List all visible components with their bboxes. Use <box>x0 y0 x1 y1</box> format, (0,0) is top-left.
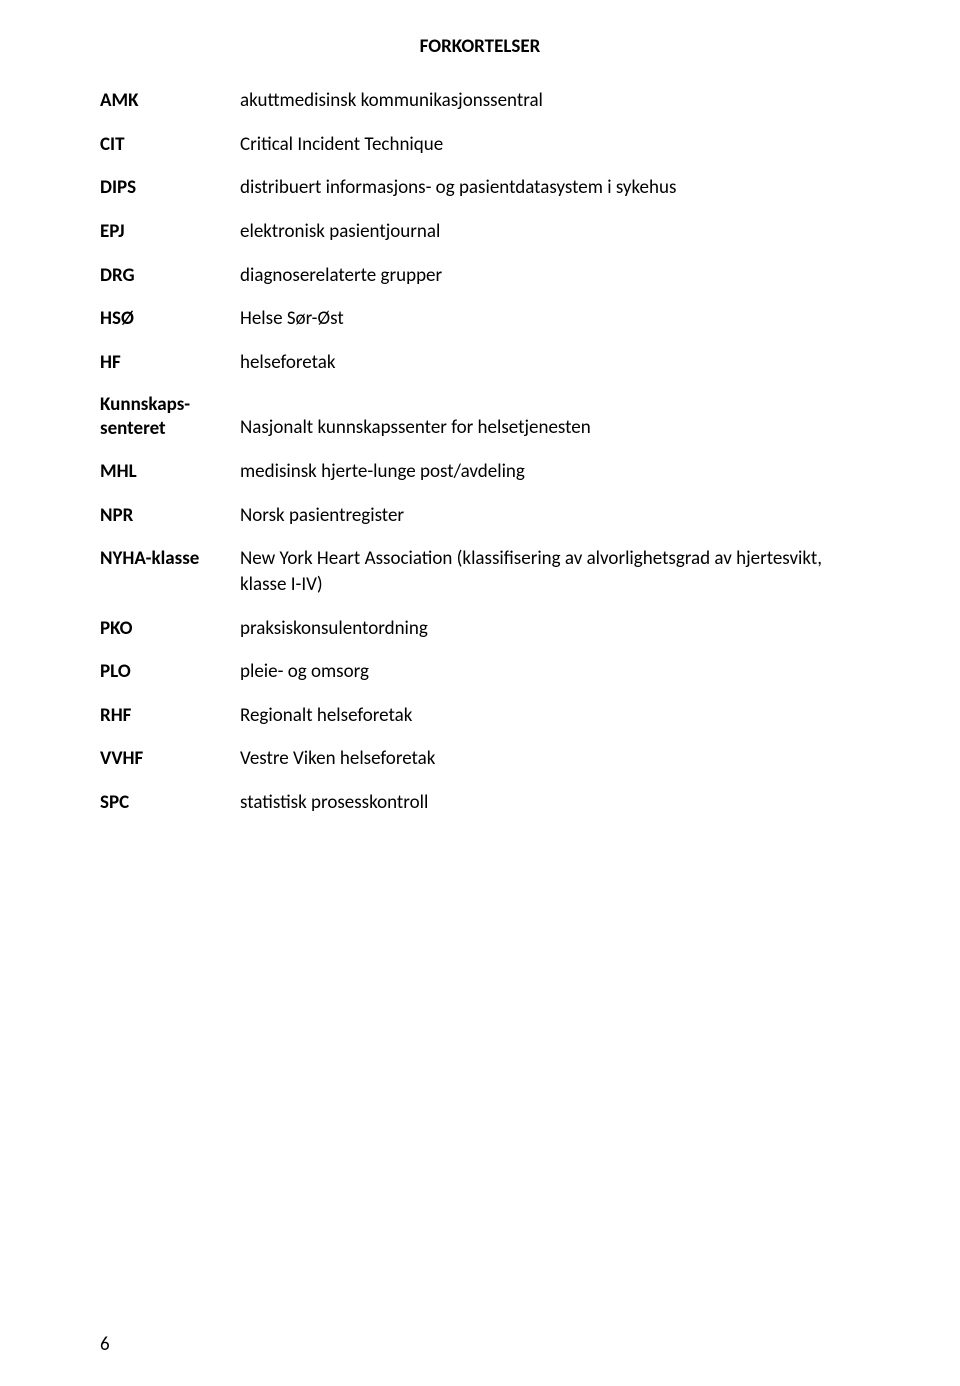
abbreviation-term: PKO <box>100 616 240 642</box>
abbreviation-entry: HFhelseforetak <box>100 350 860 376</box>
abbreviation-definition: Norsk pasientregister <box>240 503 860 529</box>
abbreviation-entry: DIPSdistribuert informasjons- og pasient… <box>100 175 860 201</box>
abbreviation-entry: VVHFVestre Viken helseforetak <box>100 746 860 772</box>
abbreviation-term: HF <box>100 350 240 376</box>
abbreviation-entry: MHLmedisinsk hjerte-lunge post/avdeling <box>100 459 860 485</box>
abbreviation-definition: Regionalt helseforetak <box>240 703 860 729</box>
abbreviation-term: VVHF <box>100 746 240 772</box>
abbreviation-term: CIT <box>100 132 240 158</box>
abbreviation-definition: akuttmedisinsk kommunikasjonssentral <box>240 88 860 114</box>
abbreviation-entry: HSØHelse Sør-Øst <box>100 306 860 332</box>
abbreviation-entry: AMKakuttmedisinsk kommunikasjonssentral <box>100 88 860 114</box>
abbreviation-term: DRG <box>100 263 240 289</box>
abbreviation-entry: NYHA-klasseNew York Heart Association (k… <box>100 546 860 597</box>
abbreviation-list: AMKakuttmedisinsk kommunikasjonssentralC… <box>100 88 860 834</box>
page-number: 6 <box>100 1333 110 1356</box>
abbreviation-definition: elektronisk pasientjournal <box>240 219 860 245</box>
abbreviation-definition: distribuert informasjons- og pasientdata… <box>240 175 860 201</box>
abbreviation-entry: DRGdiagnoserelaterte grupper <box>100 263 860 289</box>
abbreviation-term: NYHA-klasse <box>100 546 240 572</box>
abbreviation-definition: statistisk prosesskontroll <box>240 790 860 816</box>
abbreviation-entry: CITCritical Incident Technique <box>100 132 860 158</box>
abbreviation-entry: Kunnskaps- senteretNasjonalt kunnskapsse… <box>100 393 860 441</box>
abbreviation-term: NPR <box>100 503 240 529</box>
abbreviation-definition: Critical Incident Technique <box>240 132 860 158</box>
abbreviation-term: PLO <box>100 659 240 685</box>
abbreviation-entry: NPRNorsk pasientregister <box>100 503 860 529</box>
abbreviation-term: AMK <box>100 88 240 114</box>
abbreviation-definition: Nasjonalt kunnskapssenter for helsetjene… <box>240 415 860 441</box>
abbreviation-term: HSØ <box>100 306 240 332</box>
abbreviation-term: RHF <box>100 703 240 729</box>
page-heading: FORKORTELSER <box>100 35 860 58</box>
abbreviation-definition: New York Heart Association (klassifiseri… <box>240 546 860 597</box>
abbreviation-term: EPJ <box>100 219 240 245</box>
abbreviation-entry: EPJelektronisk pasientjournal <box>100 219 860 245</box>
abbreviation-definition: Helse Sør-Øst <box>240 306 860 332</box>
abbreviation-entry: RHFRegionalt helseforetak <box>100 703 860 729</box>
abbreviation-term: SPC <box>100 790 240 816</box>
abbreviation-definition: helseforetak <box>240 350 860 376</box>
abbreviation-term: DIPS <box>100 175 240 201</box>
abbreviation-entry: PKOpraksiskonsulentordning <box>100 616 860 642</box>
abbreviation-term: MHL <box>100 459 240 485</box>
abbreviation-entry: SPCstatistisk prosesskontroll <box>100 790 860 816</box>
abbreviation-definition: diagnoserelaterte grupper <box>240 263 860 289</box>
abbreviation-definition: pleie- og omsorg <box>240 659 860 685</box>
abbreviation-definition: medisinsk hjerte-lunge post/avdeling <box>240 459 860 485</box>
abbreviation-definition: praksiskonsulentordning <box>240 616 860 642</box>
abbreviation-entry: PLOpleie- og omsorg <box>100 659 860 685</box>
abbreviation-term: Kunnskaps- senteret <box>100 393 240 441</box>
abbreviation-definition: Vestre Viken helseforetak <box>240 746 860 772</box>
